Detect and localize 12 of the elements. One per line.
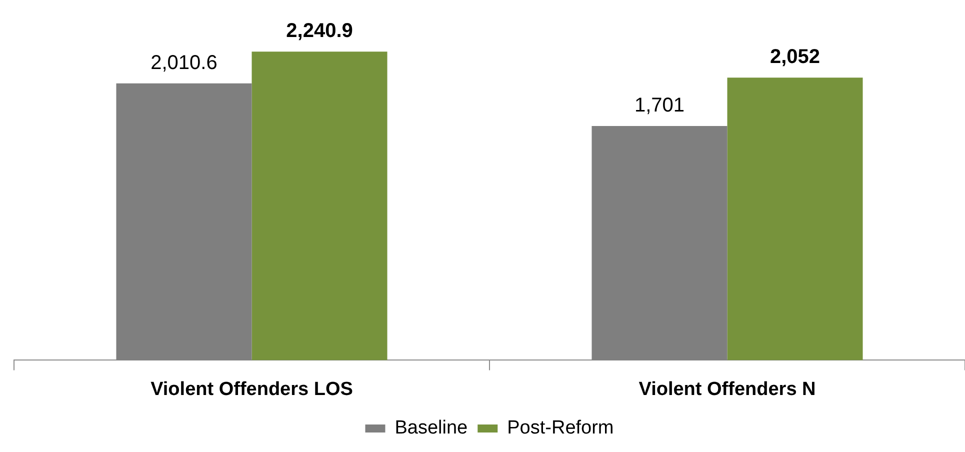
x-tick-label: Violent Offenders N: [638, 378, 816, 400]
data-label: 2,010.6: [150, 52, 218, 74]
bar: [116, 83, 252, 360]
x-tick-label: Violent Offenders LOS: [150, 378, 353, 400]
data-label: 2,240.9: [286, 20, 353, 42]
legend-label: Baseline: [394, 418, 468, 439]
data-label: 1,701: [634, 94, 685, 117]
bar: [727, 78, 863, 360]
data-label: 2,052: [770, 46, 820, 68]
bar: [592, 126, 728, 360]
legend-label: Post-Reform: [507, 418, 614, 439]
bar: [252, 52, 388, 360]
